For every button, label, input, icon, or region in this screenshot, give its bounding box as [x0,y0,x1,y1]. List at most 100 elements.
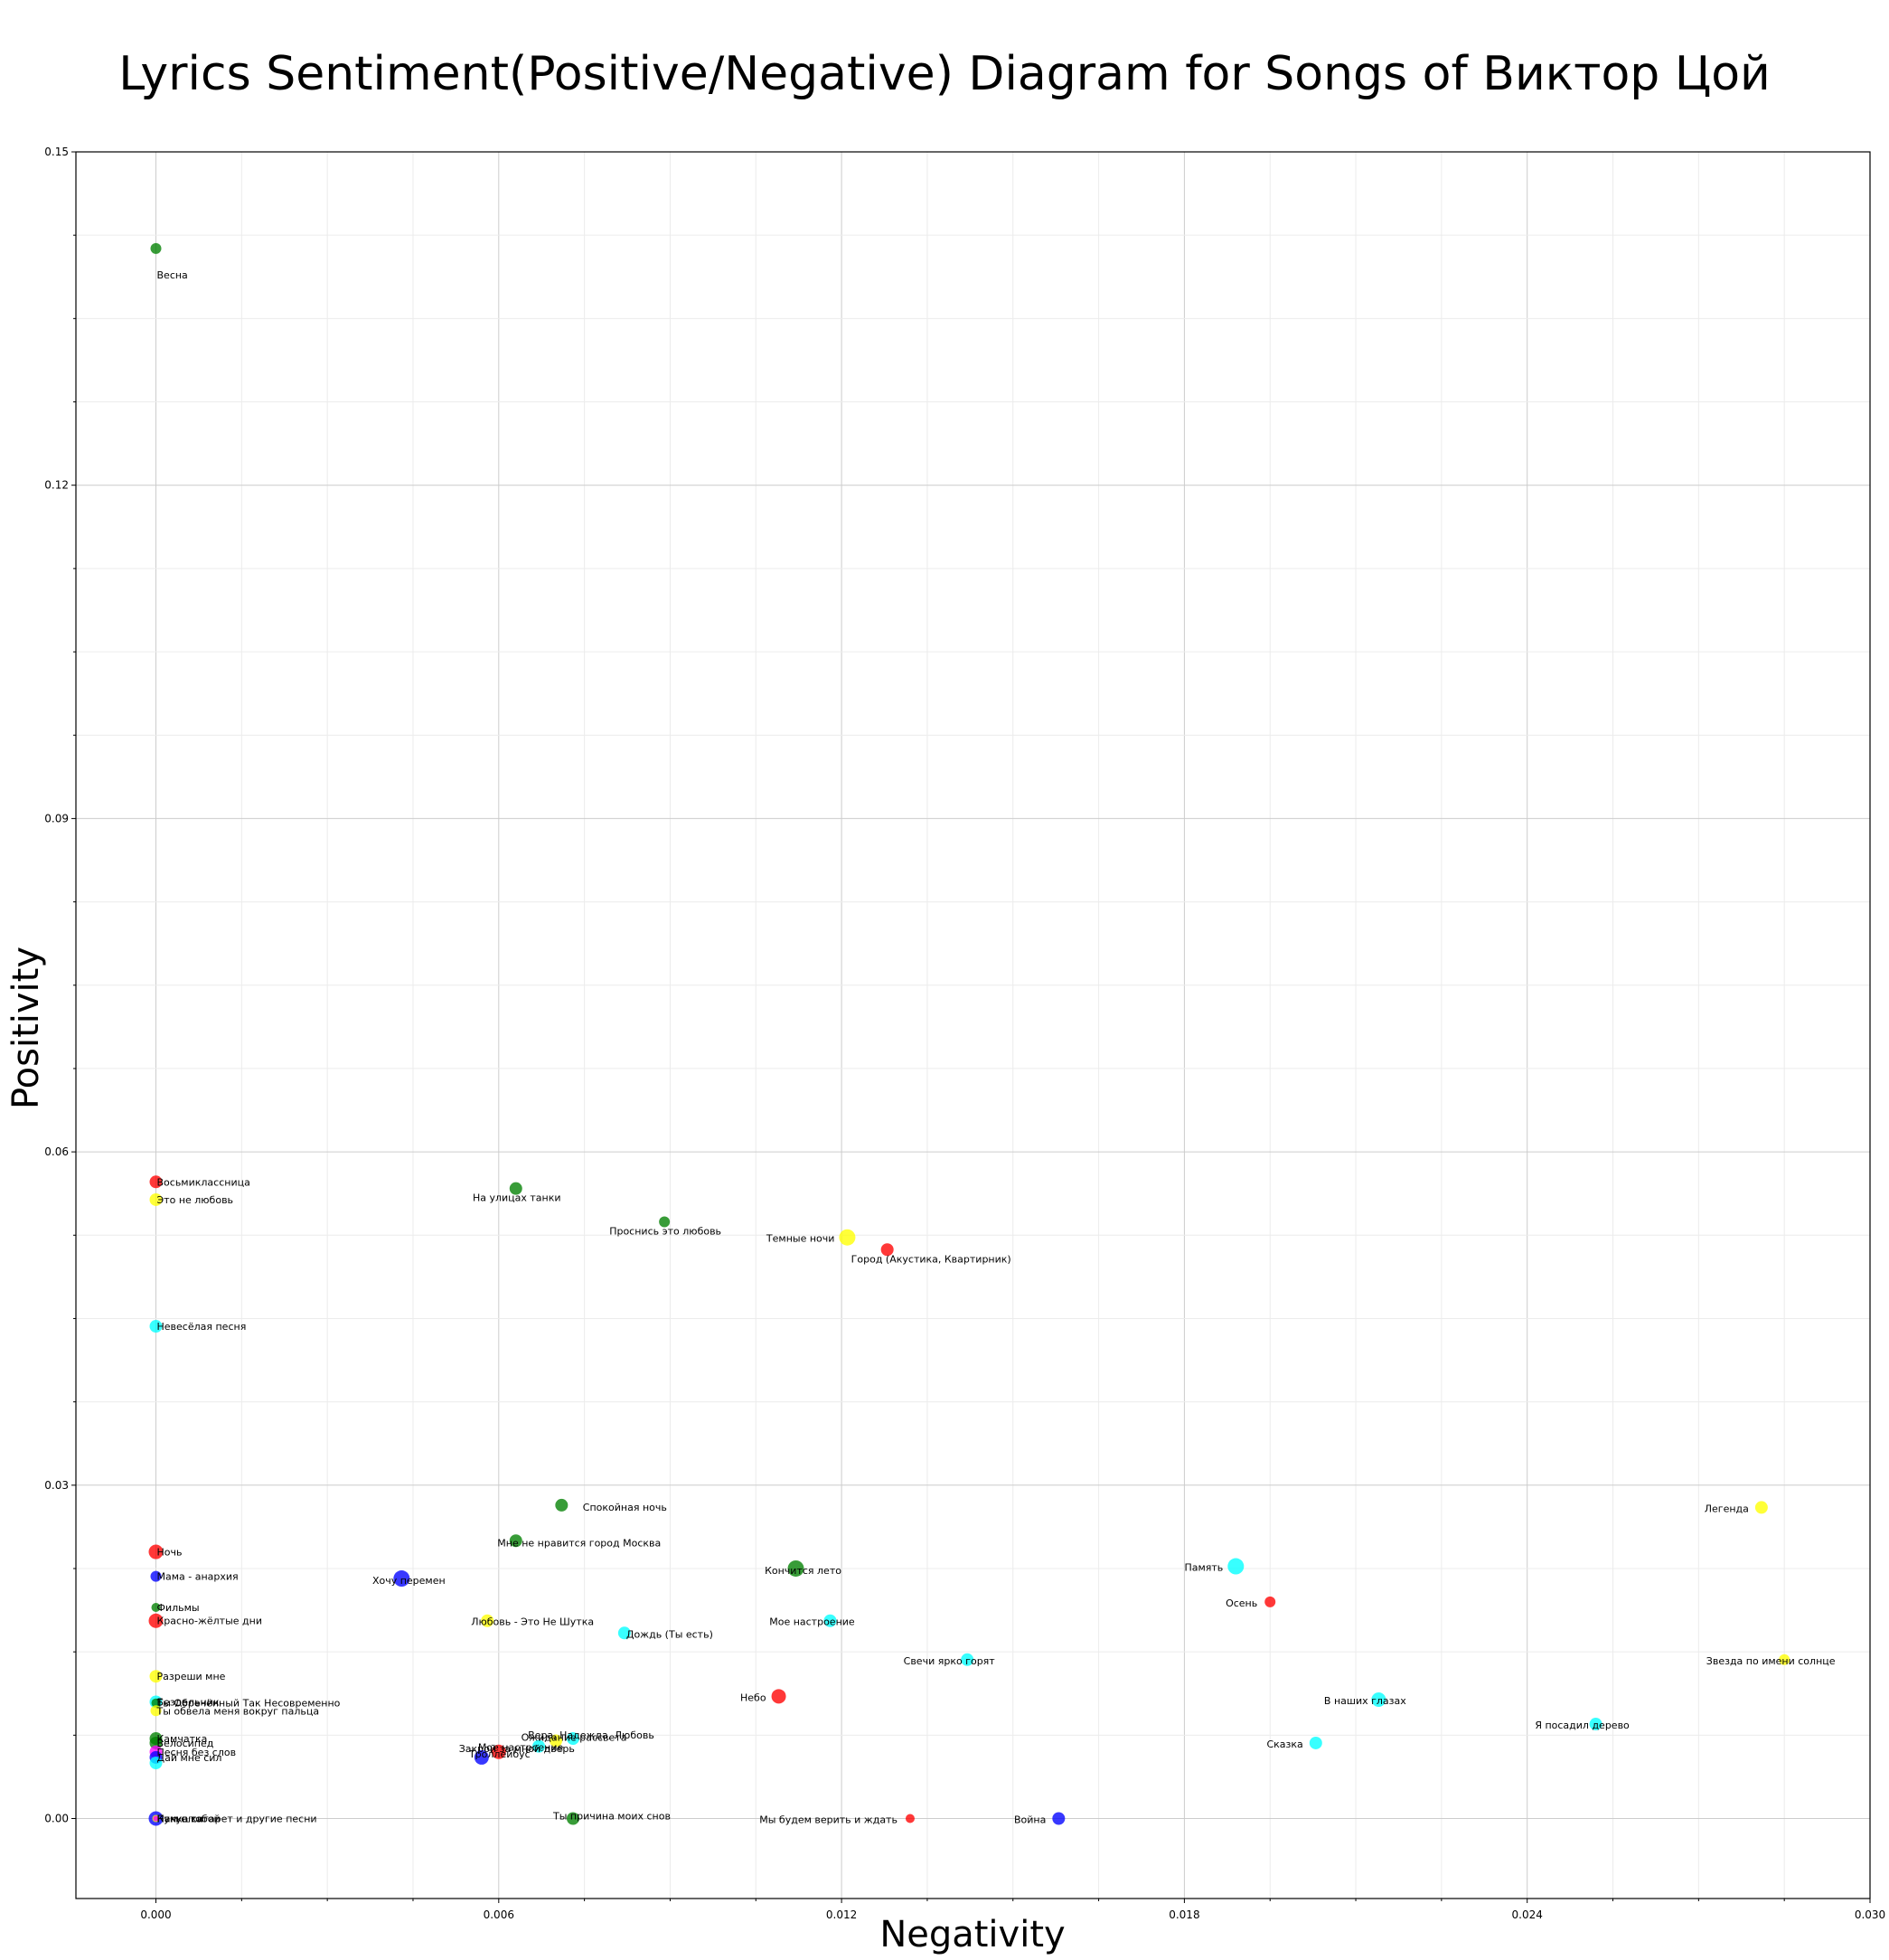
data-point-label: Дождь (Ты есть) [626,1628,713,1640]
data-point [771,1689,786,1704]
data-point-label: Свечи ярко горят [904,1655,996,1667]
data-point-label: Легенда [1705,1503,1749,1514]
data-point [509,1182,522,1195]
data-point [566,1732,579,1746]
data-point [1589,1718,1602,1731]
data-point [566,1812,579,1825]
data-point-label: Красно-жёлтые дни [157,1616,262,1627]
data-point-label: Дай мне сил [157,1752,222,1764]
data-point-label: Спокойная ночь [583,1502,667,1513]
data-point [393,1570,410,1588]
data-point-label: Мне не нравится город Москва [497,1537,661,1549]
y-tick-label: 0.12 [44,479,69,492]
data-point [151,1603,161,1612]
data-point-label: Восьмиклассница [157,1176,250,1188]
y-tick-label: 0.03 [44,1479,69,1492]
data-point [659,1216,671,1228]
y-tick-label: 0.00 [44,1813,69,1825]
y-tick-label: 0.15 [44,146,69,158]
data-point-label: Нам с тобой [157,1814,221,1825]
data-point-label: Звезда по имени солнце [1706,1655,1836,1667]
data-point [1371,1692,1386,1708]
x-tick-label: 0.030 [1855,1908,1885,1921]
data-point-label: Закрой за мной дверь [459,1743,575,1755]
data-point-label: Ожидание рассвета [522,1731,627,1743]
data-point [839,1229,856,1246]
y-axis-label: Positivity [5,947,47,1109]
data-point-label: Это не любовь [157,1194,234,1206]
data-point [150,1570,162,1582]
data-point [880,1243,894,1257]
data-point-label: Невесёлая песня [157,1321,247,1333]
data-point [1052,1812,1066,1825]
data-point [149,1320,163,1333]
data-point [555,1498,569,1512]
data-point [787,1560,804,1577]
data-point-label: В наших глазах [1324,1695,1406,1707]
data-point [1309,1736,1322,1749]
chart-title: Lyrics Sentiment(Positive/Negative) Diag… [118,47,1771,101]
data-point [961,1653,974,1666]
data-point-label: Осень [1226,1597,1257,1609]
data-point [149,1670,163,1683]
data-point [823,1614,837,1627]
data-point [149,1757,163,1770]
data-point-label: Вера, Надежда, Любовь [528,1729,654,1741]
data-point-label: Мое настроение [478,1742,564,1754]
data-point [153,1815,159,1822]
data-point-label: Камчатка [157,1733,208,1745]
data-point-label: Велосипед [157,1738,214,1749]
data-point-label: Троллейбус [468,1748,531,1760]
data-point [149,1736,163,1749]
data-point-label: Бездельник [157,1696,220,1708]
data-point [149,1192,163,1206]
data-point-label: Мама - анархия [157,1571,239,1583]
data-point-label: Темные ночи [766,1233,835,1245]
data-points [148,242,1790,1826]
data-point [150,242,162,254]
data-point-label: Сказка [1266,1739,1302,1750]
data-point-label: Песня без слов [157,1747,237,1758]
axis-ticks: 0.000 0.006 0.012 0.018 0.024 0.030 0.00 0.03 0.… [44,146,1885,1921]
data-point [150,1705,162,1717]
data-point [148,1544,164,1560]
data-point-label: Ночь [157,1547,183,1559]
data-point-label: Война [1014,1814,1046,1826]
data-point-label: Проснись это любовь [609,1226,721,1238]
data-point [1227,1558,1245,1575]
data-point [617,1626,631,1640]
x-tick-label: 0.006 [484,1908,514,1921]
data-point [905,1814,915,1823]
data-point [550,1734,563,1748]
data-point [532,1739,546,1753]
data-point [491,1744,506,1759]
data-point-label: Мое настроение [769,1616,855,1628]
data-point-label: Весна [157,269,188,281]
x-tick-label: 0.018 [1169,1908,1199,1921]
data-point [481,1614,494,1627]
data-point-label: Город (Акустика, Квартирник) [851,1253,1011,1265]
data-point [1779,1654,1790,1665]
data-point-label: Разреши мне [157,1671,226,1682]
x-tick-label: 0.024 [1512,1908,1543,1921]
data-point-label: На улицах танки [473,1192,561,1204]
data-point-label: Кончится лето [765,1565,841,1577]
data-point-label: Ты обвела меня вокруг пальца [156,1705,320,1717]
data-point-label: Ты причина моих снов [552,1811,671,1823]
data-point-label: Небо [740,1691,766,1703]
y-tick-label: 0.06 [44,1145,69,1158]
data-point [149,1175,163,1189]
point-labels: Весна Восьмиклассница Это не любовь Невесёл… [156,269,1836,1826]
data-point [509,1534,522,1548]
data-point [474,1749,489,1765]
data-point-label: Кукушка [157,1814,203,1825]
data-point-label: Хочу перемен [372,1575,446,1587]
data-point-label: Я посадил дерево [1535,1720,1630,1731]
x-tick-label: 0.012 [826,1908,857,1921]
data-point-label: Мы будем верить и ждать [759,1814,898,1826]
y-tick-label: 0.09 [44,812,69,825]
x-tick-label: 0.000 [140,1908,171,1921]
data-point-label: Фильмы [157,1602,200,1614]
data-point [151,1698,161,1708]
